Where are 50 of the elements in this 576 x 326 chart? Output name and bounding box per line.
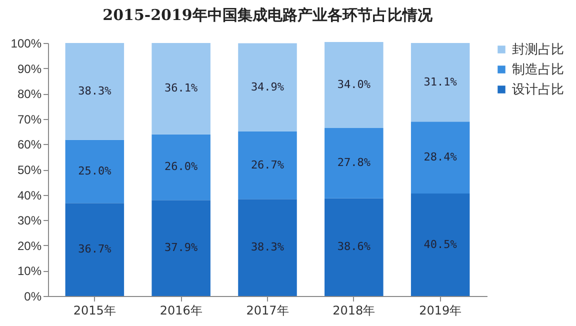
y-tick-label: 20% <box>17 238 42 253</box>
data-label: 26.7% <box>250 158 284 172</box>
data-label: 26.0% <box>164 160 198 174</box>
x-tick-label: 2015年 <box>73 304 116 318</box>
bar <box>324 128 384 198</box>
y-tick-label: 80% <box>17 87 42 102</box>
y-tick-label: 70% <box>17 112 42 126</box>
bar <box>238 199 297 296</box>
y-tick-label: 0% <box>24 290 42 304</box>
x-tick-label: 2019年 <box>419 304 462 318</box>
data-label: 37.9% <box>164 241 198 254</box>
bar <box>152 43 210 134</box>
data-label: 38.3% <box>78 84 112 98</box>
bar <box>410 194 470 296</box>
data-label: 25.0% <box>78 164 112 178</box>
bar <box>152 200 210 296</box>
y-tick-label: 40% <box>17 188 42 202</box>
data-label: 36.7% <box>78 242 112 256</box>
bar <box>238 43 297 132</box>
y-tick-label: 100% <box>10 36 42 50</box>
chart-title: 2015-2019年中国集成电路产业各环节占比情况 <box>102 6 434 24</box>
x-tick-label: 2017年 <box>246 304 289 318</box>
y-tick-label: 50% <box>17 163 42 177</box>
x-tick-label: 2018年 <box>332 304 376 318</box>
data-label: 38.3% <box>250 240 284 254</box>
data-label: 38.6% <box>337 240 371 254</box>
x-tick-label: 2016年 <box>160 304 202 318</box>
data-label: 34.9% <box>250 80 284 94</box>
bar <box>410 122 470 194</box>
bar <box>65 43 124 140</box>
bar <box>410 43 470 122</box>
bar <box>65 203 124 296</box>
bar <box>152 134 210 200</box>
legend-label: 封测占比 <box>512 42 564 58</box>
data-label: 34.0% <box>337 78 371 91</box>
bar <box>238 132 297 200</box>
data-label: 36.1% <box>164 82 198 95</box>
bar <box>324 42 384 128</box>
y-tick-label: 90% <box>17 62 42 76</box>
legend-label: 设计占比 <box>512 82 564 98</box>
bar <box>65 140 124 204</box>
data-label: 28.4% <box>424 150 458 164</box>
y-tick-label: 60% <box>17 138 42 152</box>
data-label: 31.1% <box>424 75 458 88</box>
bar <box>324 198 384 296</box>
y-tick-label: 30% <box>17 214 42 228</box>
data-label: 27.8% <box>337 156 371 170</box>
y-tick-label: 10% <box>17 264 42 278</box>
data-label: 40.5% <box>424 238 458 251</box>
legend-label: 制造占比 <box>512 62 564 78</box>
